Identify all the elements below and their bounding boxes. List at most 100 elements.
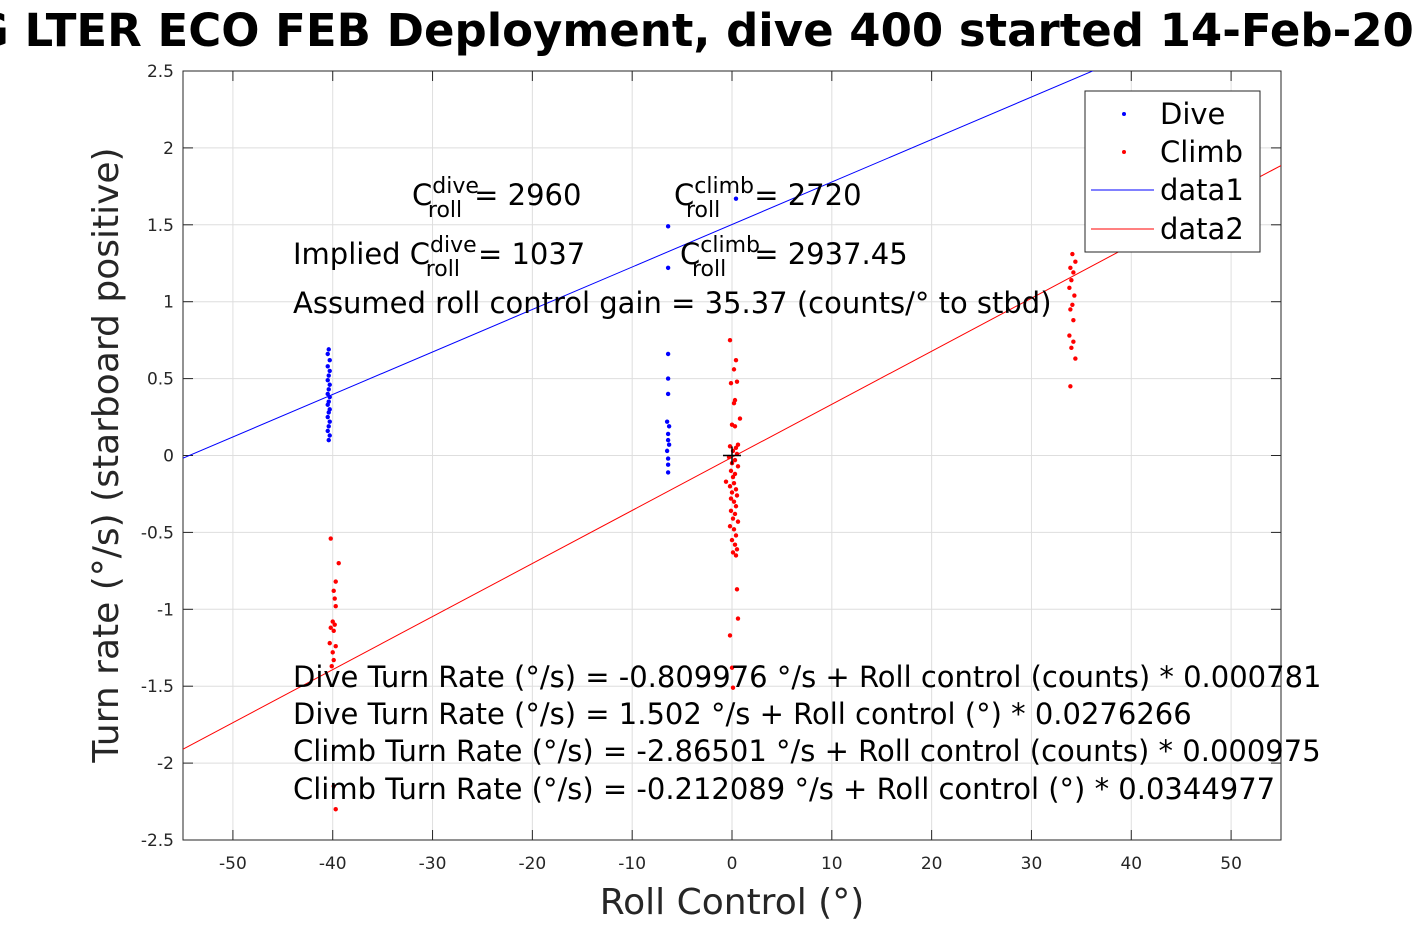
data-point-climb [735,616,741,621]
data-point-climb [1071,317,1076,323]
data-point-climb [1070,251,1075,257]
data-point-dive [325,428,330,434]
y-tick-label: 0 [163,447,174,467]
data-point-dive [325,351,330,357]
data-point-dive [326,424,331,429]
data-point-dive [666,442,672,447]
x-tick-label: -10 [618,854,646,874]
annotation-eq-dive-counts: Dive Turn Rate (°/s) = -0.809976 °/s + R… [293,660,1321,694]
data-point-climb [328,625,333,630]
data-point-climb [733,357,739,363]
chart-title: SG LTER ECO FEB Deployment, dive 400 sta… [0,4,1417,57]
data-point-climb [332,596,337,601]
data-point-climb [1071,270,1076,275]
data-point-dive [325,414,330,420]
x-tick-label: 50 [1220,854,1242,874]
data-point-climb [333,644,338,649]
data-point-dive [327,357,332,363]
y-tick-label: -1.5 [141,677,174,697]
data-point-climb [732,424,738,429]
x-tick-label: 10 [821,854,843,874]
annotations: Cdive roll = 2960 Cclimb roll = 2720 Implied… [293,174,1321,806]
data-point-climb [727,337,733,343]
data-point-climb [734,493,740,498]
data-point-dive [326,347,331,352]
data-point-climb [333,579,338,584]
data-point-dive [326,387,331,392]
fit-line-data1 [183,71,1094,459]
data-point-dive [665,462,671,467]
data-point-climb [327,640,332,646]
legend-data2-label: data2 [1160,212,1244,246]
data-point-climb [1071,339,1076,344]
data-point-climb [727,444,733,449]
data-point-climb [333,604,338,609]
data-point-climb [1067,333,1072,338]
data-point-climb [331,628,336,634]
annotation-c-climb: Cclimb roll = 2720 [674,174,862,223]
data-point-climb [728,508,734,514]
data-point-climb [734,379,740,384]
origin-marker [723,446,741,465]
data-points [325,196,1078,812]
annotation-eq-climb-counts: Climb Turn Rate (°/s) = -2.86501 °/s + R… [293,734,1321,768]
annotation-eq-climb-degrees: Climb Turn Rate (°/s) = -0.212089 °/s + … [293,772,1275,806]
x-axis-ticks: -50 -40 -30 -20 -10 0 10 20 30 40 50 [219,71,1242,874]
data-point-climb [729,490,735,495]
annotation-implied-climb: Cclimb roll = 2937.45 [680,233,908,282]
data-point-dive [327,382,332,387]
data-point-climb [332,622,337,627]
data-point-climb [330,650,335,655]
y-tick-label: -0.5 [141,523,174,543]
data-point-climb [734,547,740,552]
x-axis-label: Roll Control (°) [600,882,865,923]
data-point-climb [1069,277,1074,283]
data-point-dive [325,364,330,369]
x-tick-label: 30 [1021,854,1043,874]
data-point-climb [1073,259,1078,264]
x-tick-label: 40 [1120,854,1142,874]
data-point-climb [336,560,341,566]
data-point-dive [665,456,671,461]
data-point-climb [728,381,734,386]
data-point-climb [732,457,738,463]
data-point-dive [665,431,671,437]
data-point-climb [729,665,735,670]
data-point-climb [731,480,737,486]
data-point-climb [733,487,739,492]
annotation-c-dive: Cdive roll = 2960 [412,174,581,223]
data-point-climb [732,542,738,547]
y-tick-label: 2.5 [147,62,174,82]
y-axis-label: Turn rate (°/s) (starboard positive) [86,147,127,763]
x-tick-label: -40 [319,854,347,874]
data-point-climb [727,524,733,529]
data-point-climb [733,533,739,538]
data-point-dive [327,394,332,400]
y-tick-label: -2.5 [141,831,174,851]
data-point-dive [664,419,670,424]
data-point-dive [664,448,670,454]
data-point-climb [731,499,737,504]
data-point-climb [730,550,736,555]
data-point-climb [731,401,737,406]
data-point-climb [1068,265,1073,271]
x-tick-label: 20 [921,854,943,874]
y-axis-ticks: 2.5 2 1.5 1 0.5 0 -0.5 -1 -1.5 -2 -2.5 [141,62,1281,851]
legend-climb-label: Climb [1160,135,1243,169]
data-point-dive [325,402,330,407]
data-point-dive [733,196,739,201]
data-point-climb [732,511,738,517]
data-point-climb [731,367,737,372]
data-point-climb [731,527,737,532]
data-point-climb [1073,356,1078,361]
legend-dive-label: Dive [1160,97,1225,131]
legend: Dive Climb data1 data2 [1084,90,1261,253]
y-tick-label: 1.5 [147,216,174,236]
x-tick-label: -20 [518,854,546,874]
data-point-dive [327,433,332,438]
legend-dive-marker [1122,112,1126,116]
y-tick-label: -1 [157,600,174,620]
data-point-dive [665,224,671,229]
data-point-climb [331,783,336,789]
